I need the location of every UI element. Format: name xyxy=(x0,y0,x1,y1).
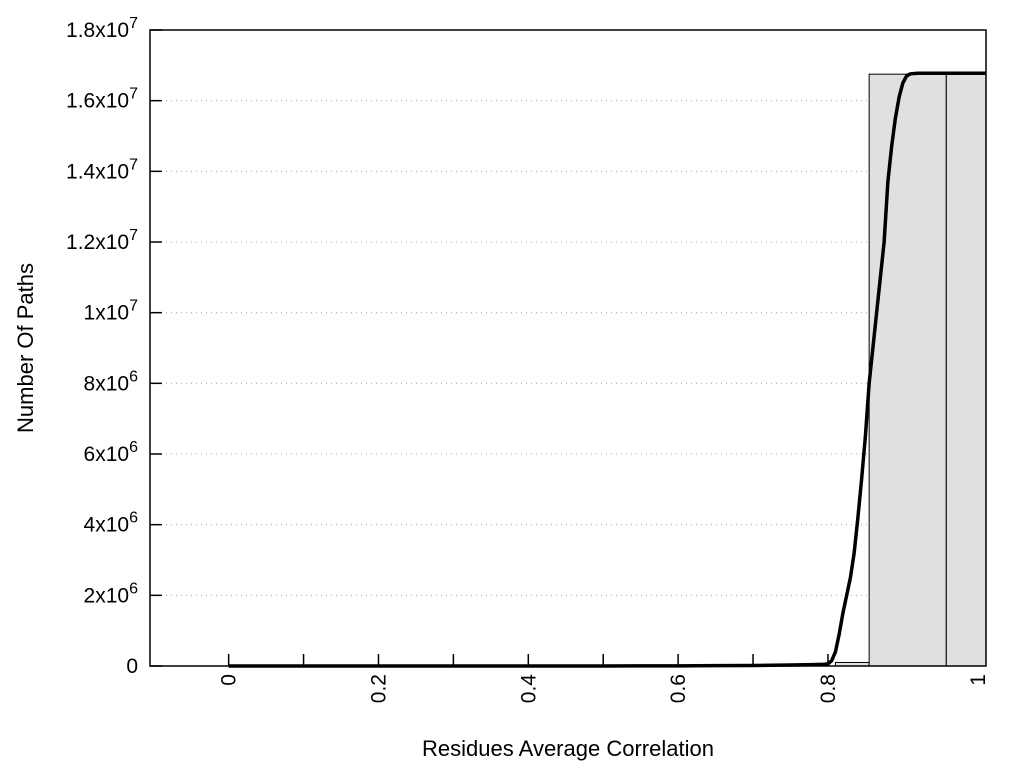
histogram-bar xyxy=(868,73,947,667)
histogram-bar xyxy=(945,72,987,667)
y-tick-label: 1.2x107 xyxy=(66,227,138,254)
x-tick-label: 0.2 xyxy=(367,674,390,703)
y-tick-label: 4x106 xyxy=(84,510,139,537)
y-tick-label: 2x106 xyxy=(84,580,139,607)
x-tick-label: 0.6 xyxy=(667,674,690,703)
y-tick-label: 1.6x107 xyxy=(66,86,138,113)
y-tick-label: 6x106 xyxy=(84,439,139,466)
histogram-bars xyxy=(834,72,987,667)
y-tick-label: 1x107 xyxy=(84,298,139,325)
plot-border-rect xyxy=(149,29,987,667)
x-axis-title: Residues Average Correlation xyxy=(422,736,714,761)
axis-ticks xyxy=(150,29,979,667)
y-tick-label: 1.8x107 xyxy=(66,15,138,42)
gridlines xyxy=(151,100,985,596)
y-axis-title: Number Of Paths xyxy=(13,263,38,433)
x-tick-label: 1 xyxy=(967,674,990,686)
x-tick-label: 0 xyxy=(218,674,241,686)
x-tick-label: 0.8 xyxy=(817,674,840,703)
y-tick-label: 8x106 xyxy=(84,368,139,395)
y-tick-label: 1.4x107 xyxy=(66,156,138,183)
x-tick-label: 0.4 xyxy=(517,674,540,704)
tick-labels: 0 2x106 4x106 6x106 8x106 1x107 1.2x107 1.4x107… xyxy=(66,15,990,703)
y-tick-label: 0 xyxy=(126,655,138,678)
plot-border xyxy=(149,29,987,667)
